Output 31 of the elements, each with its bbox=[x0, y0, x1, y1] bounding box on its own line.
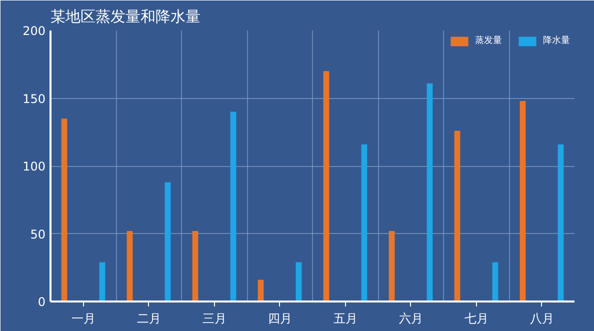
bar bbox=[492, 262, 498, 302]
bar bbox=[230, 112, 236, 302]
y-tick-label: 0 bbox=[38, 295, 46, 309]
x-tick-label: 六月 bbox=[398, 312, 423, 326]
bar bbox=[99, 262, 106, 302]
y-tick-label: 50 bbox=[30, 227, 46, 242]
y-tick-label: 150 bbox=[22, 92, 46, 106]
bar bbox=[426, 83, 433, 302]
x-tick-label: 一月 bbox=[71, 312, 96, 326]
bar bbox=[558, 144, 564, 302]
x-tick-label: 二月 bbox=[136, 312, 161, 326]
bar bbox=[126, 231, 133, 302]
bar bbox=[388, 231, 395, 302]
x-tick-label: 八月 bbox=[530, 312, 554, 326]
bar bbox=[192, 231, 198, 302]
x-tick-label: 四月 bbox=[268, 312, 292, 326]
bar bbox=[323, 71, 330, 302]
legend-label: 蒸发量 bbox=[475, 34, 502, 47]
bar bbox=[61, 118, 68, 302]
chart-title: 某地区蒸发量和降水量 bbox=[50, 8, 200, 26]
bar bbox=[361, 144, 368, 302]
legend-label: 降水量 bbox=[543, 34, 570, 47]
y-tick-label: 100 bbox=[22, 160, 46, 174]
x-tick-label: 五月 bbox=[333, 312, 358, 326]
x-tick-label: 七月 bbox=[464, 312, 488, 326]
y-tick-label: 200 bbox=[22, 24, 46, 38]
bar bbox=[296, 262, 302, 302]
x-tick-label: 三月 bbox=[202, 312, 226, 326]
bar bbox=[454, 130, 460, 302]
bar bbox=[164, 182, 171, 302]
bar bbox=[520, 100, 526, 302]
